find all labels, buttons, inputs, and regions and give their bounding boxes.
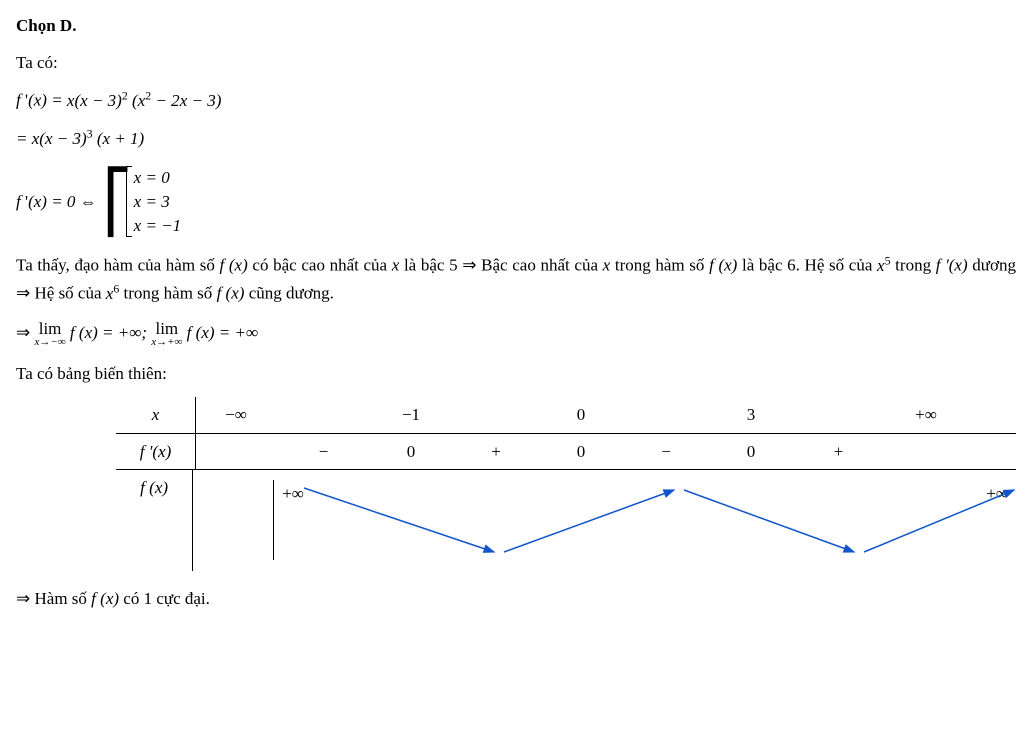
vt-row-f: f (x) +∞ +∞ (116, 470, 1016, 571)
vt-fp-cell (886, 434, 966, 469)
vt-x-cell: −∞ (196, 397, 276, 432)
vt-fp-cell (196, 434, 276, 469)
vt-row-fprime: f '(x) −0+0−0+ (116, 434, 1016, 470)
vt-x-cell (451, 397, 541, 432)
vt-x-cell (276, 397, 371, 432)
solution-list: x = 0 x = 3 x = −1 (134, 166, 182, 237)
bbt-intro: Ta có bảng biến thiên: (16, 360, 1016, 387)
lim-sub-1: x→−∞ (35, 337, 66, 348)
para-text-c: là bậc 5 ⇒ Bậc cao nhất của (399, 256, 602, 275)
para-text-a: Ta thấy, đạo hàm của hàm số (16, 256, 220, 275)
vt-fp-label: f '(x) (116, 434, 196, 469)
vt-arrows-area: +∞ +∞ (273, 480, 1016, 560)
lim-expr-1: f (x) = +∞; (70, 323, 151, 342)
vt-x-cell (791, 397, 886, 432)
analysis-paragraph: Ta thấy, đạo hàm của hàm số f (x) có bậc… (16, 251, 1016, 307)
vt-fp-cell: + (791, 434, 886, 469)
vt-f-label: f (x) (116, 470, 193, 571)
eq2-content: = x(x − 3)3 (x + 1) (16, 129, 144, 148)
para-text-d: trong hàm số (610, 256, 709, 275)
lim-label-1: lim (35, 320, 66, 337)
vt-fp-cell: 0 (711, 434, 791, 469)
conclusion: ⇒ Hàm số f (x) có 1 cực đại. (16, 585, 1016, 612)
equation-3: f '(x) = 0 ⇔ ⎡ x = 0 x = 3 x = −1 (16, 166, 1016, 237)
vt-fp-cell: 0 (541, 434, 621, 469)
para-x5: x5 (877, 256, 891, 275)
para-x6: x6 (106, 284, 120, 303)
para-fx-2: f (x) (709, 256, 737, 275)
variation-table: x −∞−103+∞ f '(x) −0+0−0+ f (x) +∞ +∞ (116, 397, 1016, 571)
para-fx-3: f (x) (217, 284, 245, 303)
equation-1: f '(x) = x(x − 3)2 (x2 − 2x − 3) (16, 86, 1016, 114)
para-text-h: trong hàm số (119, 284, 216, 303)
vt-fp-cell: 0 (371, 434, 451, 469)
solution-bracket: ⎡ (103, 172, 133, 232)
sol-3: x = −1 (134, 214, 182, 238)
vt-x-cell: +∞ (886, 397, 966, 432)
limits-line: ⇒ lim x→−∞ f (x) = +∞; lim x→+∞ f (x) = … (16, 319, 1016, 348)
vt-x-label: x (116, 397, 196, 432)
lim-expr-2: f (x) = +∞ (187, 323, 258, 342)
sol-1: x = 0 (134, 166, 182, 190)
heading: Chọn D. (16, 12, 1016, 39)
eq1-lhs: f '(x) = (16, 91, 67, 110)
lim-label-2: lim (151, 320, 182, 337)
vt-fp-cell: + (451, 434, 541, 469)
para-text-e: là bậc 6. Hệ số của (737, 256, 877, 275)
vt-x-cell (621, 397, 711, 432)
vt-x-cell: 3 (711, 397, 791, 432)
vt-x-cell: −1 (371, 397, 451, 432)
sol-2: x = 3 (134, 190, 182, 214)
eq3-lhs: f '(x) = 0 ⇔ (16, 188, 97, 215)
equation-2: = x(x − 3)3 (x + 1) (16, 124, 1016, 152)
vt-fp-cell: − (621, 434, 711, 469)
para-text-i: cũng dương. (244, 284, 334, 303)
intro-line: Ta có: (16, 49, 1016, 76)
para-text-f: trong (891, 256, 936, 275)
limits-prefix: ⇒ (16, 323, 35, 342)
conclusion-suffix: có 1 cực đại. (119, 589, 210, 608)
conclusion-prefix: ⇒ Hàm số (16, 589, 91, 608)
para-text-b: có bậc cao nhất của (248, 256, 392, 275)
variation-arrows-svg (274, 480, 1032, 560)
lim-sub-2: x→+∞ (151, 337, 182, 348)
vt-row-x: x −∞ −1 0 3 +∞ (116, 397, 1016, 433)
para-fx-1: f (x) (220, 256, 248, 275)
vt-x-cell: 0 (541, 397, 621, 432)
vt-x-cells: −∞ −1 0 3 +∞ (196, 397, 1016, 432)
vt-fp-cells: −0+0−0+ (196, 434, 1016, 469)
vt-fp-cell: − (276, 434, 371, 469)
para-fpx: f '(x) (936, 256, 968, 275)
eq1-rhs: x(x − 3)2 (x2 − 2x − 3) (67, 91, 221, 110)
lim-1: lim x→−∞ (35, 320, 66, 348)
conclusion-fx: f (x) (91, 589, 119, 608)
lim-2: lim x→+∞ (151, 320, 182, 348)
